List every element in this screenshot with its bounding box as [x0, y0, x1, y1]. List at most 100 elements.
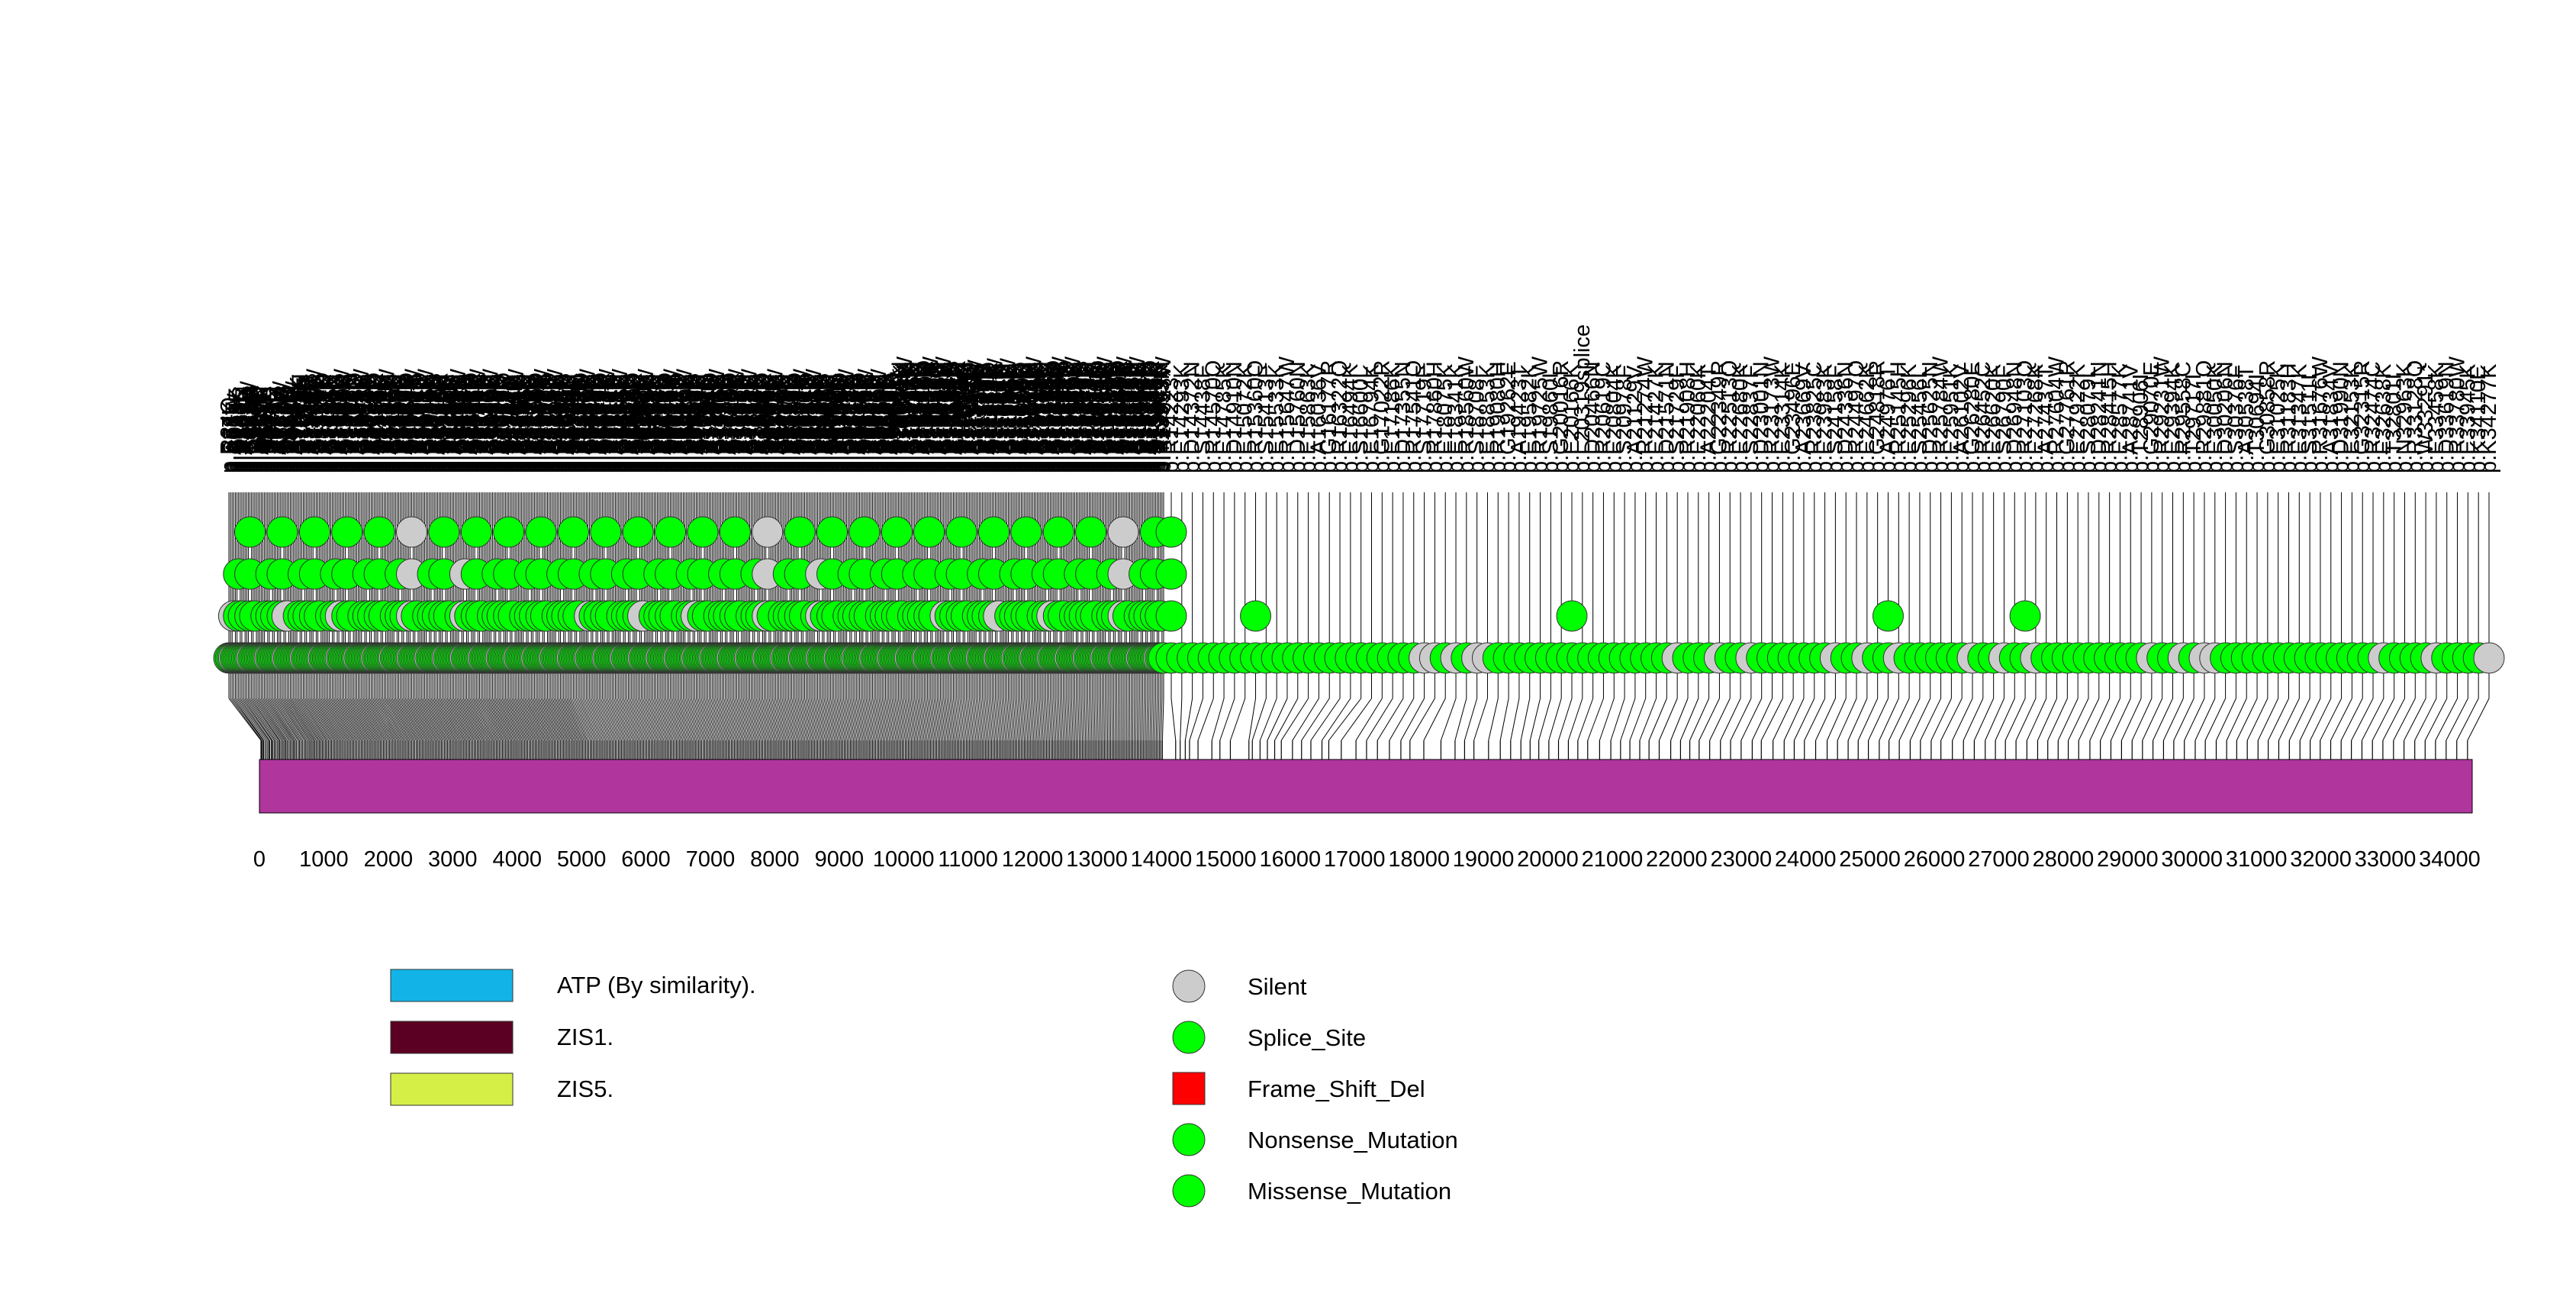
mutation-label: p.S4503L [519, 379, 543, 473]
mutation-label: p.R7496Q [718, 372, 742, 473]
connector-diagonal [2089, 698, 2111, 741]
mutation-label: p.R7009H [686, 373, 710, 473]
mutation-label: p.D4454N [516, 373, 540, 473]
connector-diagonal [508, 698, 528, 741]
mutation-label: p.S7082L [691, 379, 715, 473]
mutation-label: p.A6012V [620, 376, 644, 473]
connector-diagonal [865, 698, 874, 741]
connector-diagonal [532, 698, 552, 741]
connector-diagonal [956, 698, 962, 741]
connector-diagonal [2226, 698, 2247, 741]
mutation-label: p.T3286M [438, 373, 462, 473]
connector-diagonal [802, 698, 813, 741]
connector-diagonal [1061, 698, 1064, 741]
connector-diagonal [585, 698, 604, 741]
mutation-label: p.A6985V [684, 376, 709, 473]
connector-diagonal [1548, 698, 1562, 741]
connector-diagonal [961, 698, 968, 741]
mutation-dot [525, 516, 557, 548]
connector-diagonal [1488, 698, 1499, 741]
x-tick-label: 23000 [1710, 847, 1772, 872]
connector-diagonal [881, 698, 890, 741]
mutation-label: p.R6620W [660, 368, 684, 473]
connector-diagonal [754, 698, 767, 741]
connector-diagonal [2004, 698, 2026, 741]
mutation-label: p.G1485E [319, 373, 343, 473]
connector-diagonal [678, 698, 693, 741]
connector-diagonal [1096, 698, 1099, 741]
connector-diagonal [909, 698, 917, 741]
connector-diagonal [633, 698, 649, 741]
connector-diagonal [523, 698, 543, 741]
connector-diagonal [1158, 698, 1161, 741]
mutation-dot [1556, 600, 1588, 632]
connector-diagonal [1138, 698, 1140, 741]
connector-diagonal [243, 698, 273, 741]
connector-diagonal [458, 698, 480, 741]
connector-diagonal [687, 698, 702, 741]
connector-diagonal [852, 698, 862, 741]
connector-diagonal [935, 698, 942, 741]
connector-diagonal [349, 698, 375, 741]
connector-diagonal [407, 698, 431, 741]
mutation-label: p.R5355W [576, 368, 601, 473]
mutation-label: p.D2021N [354, 373, 378, 473]
connector-diagonal [660, 698, 676, 741]
connector-diagonal [778, 698, 790, 741]
connector-diagonal [435, 698, 458, 741]
connector-diagonal [1032, 698, 1036, 741]
connector-diagonal [1377, 698, 1404, 741]
connector-diagonal [700, 698, 715, 741]
connector-diagonal [813, 698, 825, 741]
connector-diagonal [592, 698, 610, 741]
connector-diagonal [952, 698, 959, 741]
mutation-label: p.D7131N [694, 373, 718, 473]
mutation-label: p.E3846K [475, 376, 500, 473]
connector-diagonal [729, 698, 743, 741]
connector-diagonal [333, 698, 359, 741]
mutation-label: p.S6304F [639, 377, 663, 473]
mutation-label: p.A229V [233, 388, 257, 473]
connector-diagonal [362, 698, 387, 741]
connector-diagonal [1100, 698, 1102, 741]
connector-diagonal [861, 698, 870, 741]
mutation-label: p.A1875T [344, 377, 369, 473]
connector-diagonal [679, 698, 694, 741]
mutation-label: p.R367Q [243, 385, 267, 473]
connector-diagonal [1016, 698, 1020, 741]
connector-diagonal [299, 698, 327, 741]
connector-diagonal [969, 698, 975, 741]
connector-diagonal [2057, 698, 2079, 741]
mutation-label: p.R1242W [302, 368, 327, 473]
connector-diagonal [670, 698, 685, 741]
connector-diagonal [623, 698, 639, 741]
connector-diagonal [624, 698, 641, 741]
mutation-label: p.R91W [223, 393, 247, 473]
mutation-label: p.R5841W [608, 368, 633, 473]
connector-diagonal [1709, 698, 1731, 741]
connector-diagonal [893, 698, 901, 741]
connector-diagonal [903, 698, 911, 741]
connector-diagonal [351, 698, 376, 741]
mutation-label: p.P6693S [665, 376, 689, 473]
gene-bar-layer [259, 759, 2473, 814]
connector-diagonal [868, 698, 878, 741]
x-tick-label: 0 [253, 847, 266, 872]
connector-diagonal [1037, 698, 1041, 741]
mutation-label: p.S4162L [497, 379, 521, 473]
mutation-label: p.R6717Q [666, 372, 691, 473]
x-tick-label: 31000 [2226, 847, 2288, 872]
connector-diagonal [1248, 698, 1257, 741]
connector-diagonal [2257, 698, 2279, 741]
mutation-dot [1155, 558, 1187, 590]
connector-diagonal [550, 698, 569, 741]
connector-diagonal [484, 698, 505, 741]
connector-diagonal [547, 698, 566, 741]
mutation-label: p.G118E [225, 388, 250, 473]
connector-diagonal [584, 698, 602, 741]
mutation-label: p.A66T [221, 402, 246, 473]
mutation-label: p.G7034R [687, 372, 712, 473]
connector-diagonal [943, 698, 950, 741]
mutation-label: p.R3992C [485, 373, 510, 473]
connector-diagonal [704, 698, 718, 741]
